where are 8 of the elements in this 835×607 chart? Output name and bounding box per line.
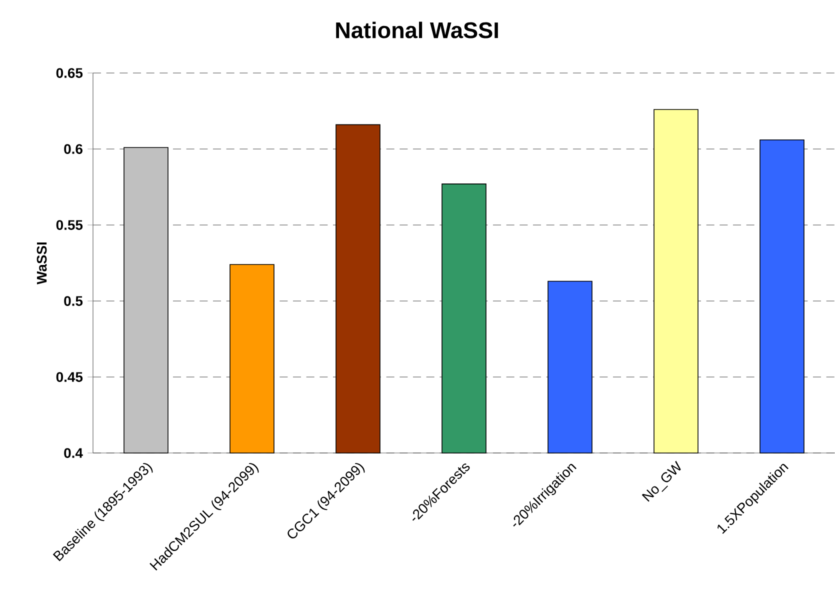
y-axis-title: WaSSI <box>36 242 47 284</box>
y-tick-label: 0.55 <box>56 220 83 230</box>
chart-title: National WaSSI <box>336 22 498 38</box>
y-tick-label: 0.45 <box>56 372 83 382</box>
y-tick-label: 0.6 <box>64 144 82 154</box>
y-tick-label: 0.5 <box>64 296 83 306</box>
y-tick-label: 0.65 <box>56 68 83 78</box>
y-tick-label: 0.4 <box>64 448 83 458</box>
